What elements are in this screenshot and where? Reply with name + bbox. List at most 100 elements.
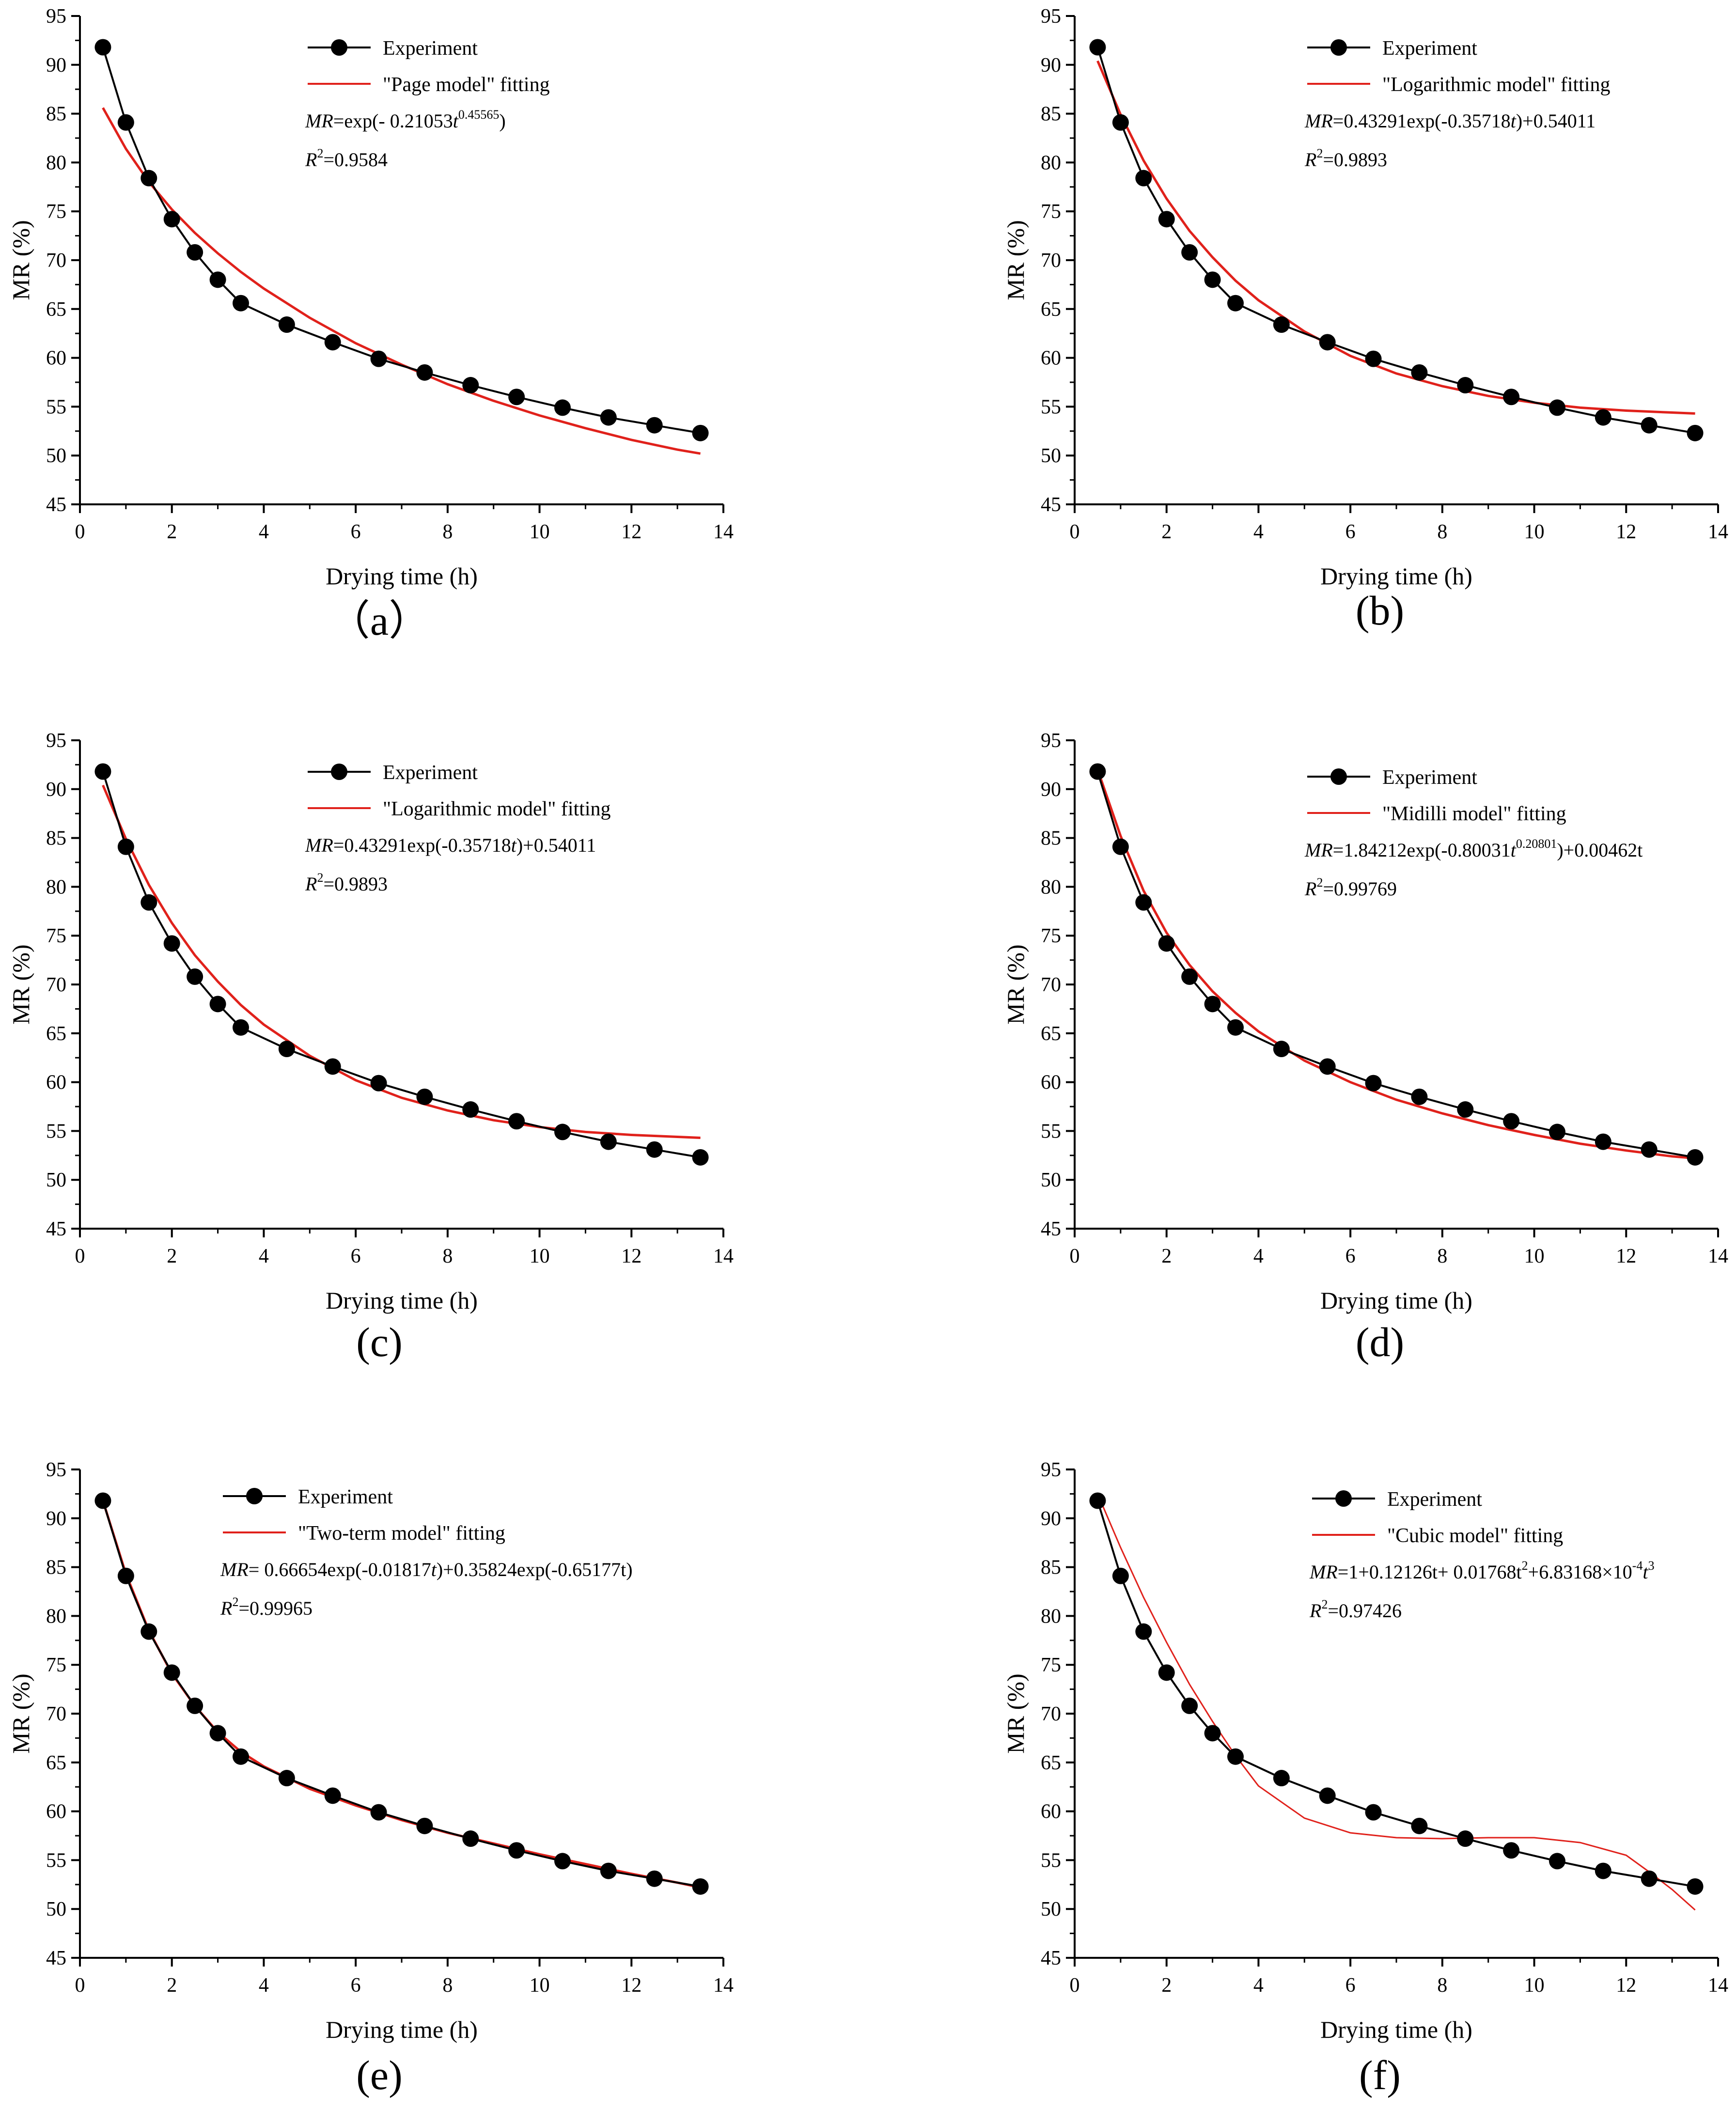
x-tick-label: 0 — [75, 1245, 85, 1267]
x-tick-label: 14 — [713, 521, 734, 543]
x-axis-title: Drying time (h) — [326, 2016, 478, 2043]
x-tick-label: 4 — [259, 1245, 269, 1267]
experiment-point — [1112, 838, 1129, 855]
y-axis-title: MR (%) — [7, 220, 34, 300]
x-tick-label: 0 — [1070, 521, 1080, 543]
x-tick-label: 10 — [530, 1974, 550, 1997]
legend-experiment-label: Experiment — [298, 1486, 393, 1508]
x-axis-title: Drying time (h) — [326, 562, 478, 590]
experiment-point — [508, 1113, 525, 1130]
experiment-point — [1227, 1019, 1244, 1036]
y-tick-label: 90 — [46, 1508, 66, 1530]
chart-panel-c: 0 2 4 6 8 10 12 14 45 50 55 60 65 70 75 80 85 90 95 Drying … — [7, 730, 734, 1314]
experiment-point — [141, 894, 157, 911]
fit-series-line — [1097, 1493, 1696, 1911]
x-tick-label: 14 — [713, 1245, 734, 1267]
r-squared-text: R2=0.99769 — [1304, 875, 1397, 900]
y-tick-label: 95 — [46, 1459, 66, 1481]
y-tick-label: 85 — [1041, 1557, 1061, 1579]
experiment-point — [1595, 1862, 1611, 1879]
experiment-point — [416, 364, 433, 381]
y-axis-title: MR (%) — [1002, 220, 1029, 300]
experiment-point — [233, 1748, 249, 1765]
y-tick-label: 45 — [1041, 1218, 1061, 1240]
experiment-point — [1319, 1058, 1336, 1075]
x-tick-label: 0 — [1070, 1245, 1080, 1267]
y-tick-label: 55 — [46, 1849, 66, 1872]
experiment-point — [1549, 399, 1565, 416]
y-axis-title: MR (%) — [7, 944, 34, 1024]
experiment-point — [1457, 1101, 1474, 1118]
experiment-point — [1273, 1041, 1290, 1058]
y-tick-label: 65 — [46, 298, 66, 321]
experiment-point — [600, 409, 617, 426]
y-tick-label: 65 — [1041, 298, 1061, 321]
y-tick-label: 80 — [46, 152, 66, 174]
y-tick-label: 50 — [46, 445, 66, 467]
equation-text: MR=1+0.12126t+ 0.01768t2​+6.83168×10-4​t… — [1309, 1559, 1655, 1583]
experiment-point — [1319, 334, 1336, 351]
experiment-point — [278, 316, 295, 333]
y-tick-label: 70 — [1041, 250, 1061, 272]
y-tick-label: 95 — [1041, 730, 1061, 752]
y-tick-label: 75 — [46, 201, 66, 223]
legend-experiment-label: Experiment — [1387, 1488, 1482, 1511]
y-tick-label: 70 — [46, 974, 66, 996]
experiment-point — [1687, 1149, 1704, 1166]
experiment-point — [1112, 114, 1129, 131]
legend-experiment-label: Experiment — [383, 37, 478, 60]
y-tick-label: 60 — [46, 1072, 66, 1094]
experiment-point — [370, 1075, 387, 1092]
legend-fit-label: "Logarithmic model" fitting — [383, 798, 611, 820]
y-tick-label: 50 — [46, 1169, 66, 1191]
y-tick-label: 55 — [1041, 396, 1061, 418]
experiment-point — [1273, 1770, 1290, 1787]
experiment-point — [1135, 170, 1152, 187]
y-tick-label: 85 — [1041, 103, 1061, 125]
y-tick-label: 75 — [1041, 1654, 1061, 1676]
experiment-point — [278, 1041, 295, 1058]
experiment-point — [554, 1853, 571, 1870]
chart-panel-d: 0 2 4 6 8 10 12 14 45 50 55 60 65 70 75 80 85 90 95 Drying … — [1002, 730, 1728, 1314]
x-tick-label: 4 — [1253, 521, 1264, 543]
y-tick-label: 75 — [46, 925, 66, 947]
experiment-point — [324, 1058, 341, 1075]
experiment-point — [1503, 1113, 1520, 1130]
y-tick-label: 80 — [1041, 876, 1061, 898]
x-tick-label: 14 — [1708, 1245, 1728, 1267]
fit-series-line — [1096, 769, 1695, 1160]
y-tick-label: 50 — [1041, 1169, 1061, 1191]
experiment-point — [324, 334, 341, 351]
experiment-series-line — [1096, 47, 1695, 434]
y-tick-label: 65 — [46, 1023, 66, 1045]
x-tick-label: 10 — [1524, 1974, 1545, 1997]
x-tick-label: 2 — [1161, 1974, 1172, 1997]
experiment-series-line — [102, 771, 701, 1158]
y-tick-label: 60 — [1041, 1801, 1061, 1823]
experiment-point — [646, 1870, 663, 1887]
y-tick-label: 95 — [1041, 5, 1061, 28]
experiment-point — [1227, 1748, 1244, 1765]
experiment-point — [1158, 1664, 1175, 1681]
legend-fit-label: "Logarithmic model" fitting — [1382, 74, 1611, 96]
x-tick-label: 14 — [1708, 521, 1728, 543]
y-tick-label: 85 — [46, 103, 66, 125]
experiment-point — [94, 1492, 111, 1509]
experiment-point — [1687, 424, 1704, 441]
experiment-point — [1089, 763, 1106, 780]
x-tick-label: 12 — [621, 1245, 641, 1267]
experiment-point — [646, 417, 663, 434]
experiment-point — [508, 1842, 525, 1859]
y-tick-label: 95 — [1041, 1459, 1061, 1481]
x-tick-label: 4 — [259, 521, 269, 543]
experiment-point — [1641, 417, 1658, 434]
legend-experiment-label: Experiment — [383, 762, 478, 784]
y-tick-label: 75 — [46, 1654, 66, 1676]
legend-fit-label: "Two-term model" fitting — [298, 1522, 505, 1545]
x-axis-title: Drying time (h) — [1320, 2016, 1472, 2043]
panel-label: (c) — [356, 1319, 403, 1365]
experiment-point — [1411, 1817, 1428, 1834]
experiment-point — [117, 838, 134, 855]
equation-text: MR=0.43291exp(-0.35718t)+0.54011 — [1304, 110, 1595, 132]
